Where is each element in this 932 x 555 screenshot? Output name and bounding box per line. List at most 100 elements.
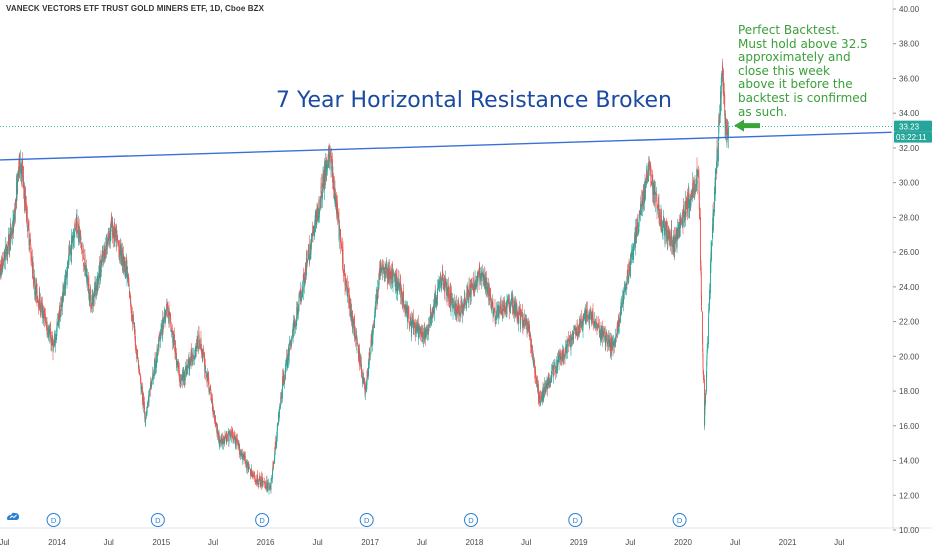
candle-body [385, 265, 387, 270]
candle-body [654, 192, 656, 203]
note-line: Perfect Backtest. [738, 23, 840, 37]
candle-body [639, 210, 641, 216]
candle-body [515, 303, 517, 314]
candle-body [576, 324, 578, 336]
candle-body [647, 174, 649, 180]
candle-body [159, 334, 161, 339]
candle-body [639, 210, 641, 213]
candle-body [107, 240, 109, 246]
candle-body [579, 326, 581, 328]
candle-body [704, 411, 706, 425]
candle-body [513, 301, 515, 315]
candle-body [52, 344, 54, 351]
candle-body [497, 304, 499, 311]
candle-body [33, 277, 35, 285]
candle-body [155, 366, 157, 368]
candle-body [337, 205, 339, 218]
dividend-marker[interactable] [568, 513, 583, 527]
candle-body [534, 364, 536, 374]
candle-body [724, 112, 726, 125]
candle-body [297, 308, 299, 316]
candle-body [637, 222, 639, 229]
candle-body [433, 297, 435, 314]
candle-body [671, 229, 673, 246]
candle-body [45, 316, 47, 322]
candle-body [197, 347, 199, 349]
candle-body [523, 319, 525, 325]
candle-body [205, 370, 207, 372]
candle-body [267, 483, 269, 490]
candle-body [25, 196, 27, 207]
candle-body [713, 192, 715, 213]
note-line: close this week [738, 63, 830, 78]
candle-body [487, 287, 489, 294]
candle-body [87, 277, 89, 293]
candle-body [113, 229, 115, 239]
candle-body [557, 359, 559, 368]
dividend-marker[interactable] [150, 513, 165, 527]
candle-body [131, 310, 133, 317]
dividend-marker[interactable] [255, 513, 270, 527]
candle-body [721, 76, 723, 78]
price-label: 10.00 [899, 526, 920, 535]
dividend-marker-label: D [259, 516, 265, 525]
candle-body [351, 311, 353, 319]
candle-body [243, 453, 245, 458]
dividend-marker[interactable] [464, 513, 478, 527]
candle-body [651, 181, 653, 185]
candle-body [51, 338, 53, 346]
candle-body [599, 330, 601, 333]
candle-body [262, 482, 264, 484]
time-label: Jul [312, 538, 322, 547]
candle-body [327, 154, 329, 168]
candle-body [709, 264, 711, 294]
candle-body [171, 329, 173, 332]
price-label: 30.00 [899, 179, 920, 188]
candle-body [583, 314, 585, 320]
candle-body [460, 300, 462, 314]
time-label: Jul [625, 538, 635, 547]
candle-body [679, 223, 681, 237]
candle-body [489, 288, 491, 296]
tradingview-logo-icon[interactable] [6, 510, 20, 522]
candle-body [129, 290, 131, 298]
candle-body [318, 207, 320, 220]
candle-body [572, 332, 574, 339]
candle-body [235, 437, 237, 445]
candle-body [363, 377, 365, 381]
candle-body [17, 173, 19, 193]
candle-body [315, 212, 317, 223]
candle-body [229, 431, 231, 433]
candle-body [393, 273, 395, 274]
candle-body [128, 288, 130, 289]
candle-body [207, 372, 209, 379]
last-price-badge [894, 120, 932, 132]
candle-body [65, 276, 67, 287]
candle-body [571, 338, 573, 340]
candle-body [457, 302, 459, 314]
candle-body [185, 367, 187, 371]
candle-body [82, 248, 84, 260]
candle-body [251, 470, 253, 476]
candle-body [271, 478, 273, 480]
candle-body [91, 304, 93, 309]
candle-body [181, 379, 183, 381]
candle-body [560, 356, 562, 359]
candle-body [379, 269, 381, 279]
candle-body [568, 343, 570, 345]
dividend-marker-label: D [677, 516, 683, 525]
resistance-trendline[interactable] [0, 131, 892, 161]
candle-body [19, 155, 21, 171]
candle-body [582, 324, 584, 331]
candle-body [569, 339, 571, 342]
dividend-marker[interactable] [46, 513, 61, 527]
candle-body [429, 311, 431, 325]
candle-body [413, 322, 415, 330]
time-label: 2015 [152, 538, 170, 547]
dividend-marker[interactable] [359, 513, 374, 527]
dividend-marker[interactable] [672, 513, 687, 527]
candle-body [281, 380, 283, 399]
candle-body [320, 196, 322, 210]
